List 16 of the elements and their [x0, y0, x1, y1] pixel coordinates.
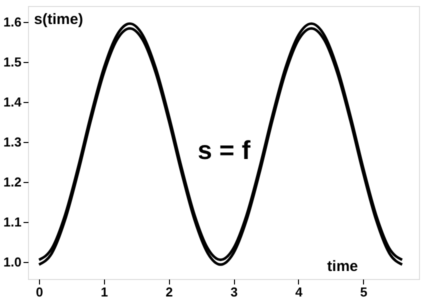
annotation: s = f: [198, 135, 251, 165]
y-tick-label: 1.1: [3, 214, 22, 230]
y-tick-label: 1.0: [3, 254, 22, 270]
x-tick-label: 2: [166, 284, 173, 300]
x-tick-label: 1: [100, 284, 108, 300]
y-tick-label: 1.2: [3, 174, 22, 190]
x-tick-label: 4: [295, 284, 304, 300]
y-tick-label: 1.3: [3, 134, 22, 150]
x-tick-label: 5: [360, 284, 368, 300]
x-axis-title: time: [327, 258, 358, 275]
y-tick-label: 1.5: [3, 54, 22, 70]
y-tick-label: 1.4: [3, 94, 22, 110]
x-tick-label: 3: [230, 284, 238, 300]
x-tick-label: 0: [36, 284, 44, 300]
y-axis-title: s(time): [34, 11, 84, 28]
y-tick-label: 1.6: [3, 14, 22, 30]
